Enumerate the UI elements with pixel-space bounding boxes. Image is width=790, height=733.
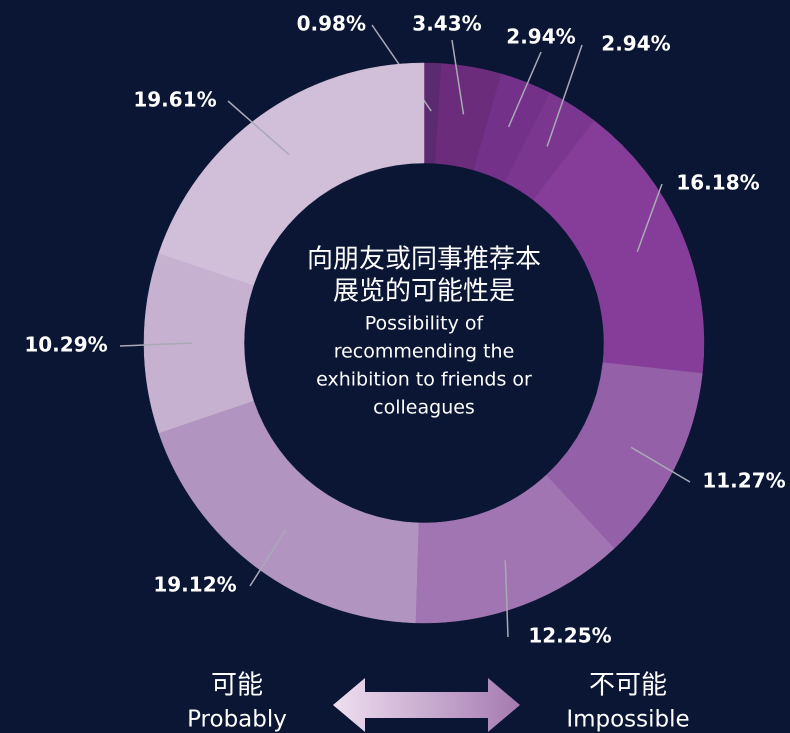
center-subtitle: colleagues [373, 397, 475, 419]
scale-label: Impossible [566, 707, 689, 733]
data-label: 10.29% [24, 333, 107, 357]
leader-line [546, 44, 583, 147]
center-title: 展览的可能性是 [333, 277, 515, 307]
leader-line [249, 529, 287, 587]
center-subtitle: Possibility of [365, 313, 485, 335]
data-label: 16.18% [676, 171, 759, 195]
scale-label: 可能 [211, 671, 263, 701]
leader-line [451, 39, 465, 115]
data-label: 11.27% [702, 469, 785, 493]
scale-arrow [333, 678, 520, 732]
leader-line [504, 560, 509, 638]
data-label: 2.94% [506, 25, 575, 49]
data-label: 2.94% [601, 32, 670, 56]
data-label: 0.98% [297, 12, 366, 36]
data-label: 19.61% [133, 88, 216, 112]
data-label: 3.43% [412, 12, 481, 36]
scale-label: Probably [187, 707, 287, 733]
center-title: 向朋友或同事推荐本 [307, 245, 541, 275]
leader-line [119, 342, 193, 347]
center-subtitle: exhibition to friends or [316, 369, 532, 391]
data-label: 19.12% [153, 573, 236, 597]
scale-label: 不可能 [589, 671, 667, 701]
leader-line [227, 100, 290, 156]
leader-line [507, 51, 542, 128]
donut-segment [158, 400, 419, 624]
data-label: 12.25% [528, 624, 611, 648]
donut-segment [143, 252, 254, 434]
leader-line [636, 183, 663, 252]
center-subtitle: recommending the [334, 341, 515, 363]
leader-line [630, 446, 691, 483]
donut-segment [533, 120, 705, 374]
